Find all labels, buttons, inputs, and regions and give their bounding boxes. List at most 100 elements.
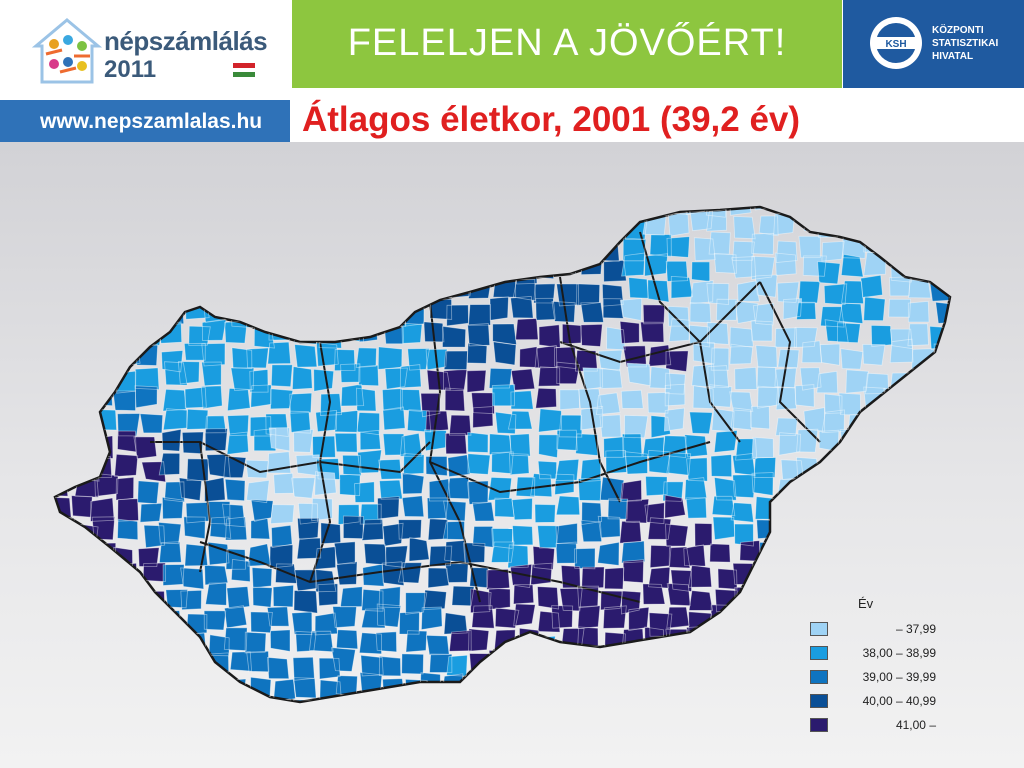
district-region <box>30 673 49 696</box>
district-region <box>837 322 861 343</box>
district-region <box>464 675 487 696</box>
district-region <box>205 696 227 702</box>
district-region <box>644 648 666 671</box>
district-region <box>55 251 56 276</box>
district-region <box>340 586 363 607</box>
district-region <box>444 351 468 370</box>
district-region <box>909 389 930 413</box>
district-region <box>951 453 970 474</box>
district-region <box>729 344 753 365</box>
district-region <box>620 480 642 502</box>
district-region <box>553 238 573 260</box>
district-region <box>271 525 293 548</box>
district-region <box>734 524 754 546</box>
legend-swatch <box>810 694 828 708</box>
legend-row: – 37,99 <box>808 620 958 640</box>
district-region <box>202 319 227 341</box>
district-region <box>267 606 289 627</box>
district-region <box>953 548 973 569</box>
district-region <box>739 540 761 562</box>
district-region <box>425 695 448 702</box>
district-region <box>689 325 710 347</box>
district-region <box>864 207 886 217</box>
district-region <box>759 215 779 236</box>
slogan-text: FELELJEN A JÖVŐÉRT! <box>347 22 787 64</box>
district-region <box>536 651 557 673</box>
district-region <box>796 302 816 320</box>
district-region <box>201 343 225 366</box>
district-region <box>32 524 52 546</box>
district-region <box>489 368 512 389</box>
district-region <box>271 364 293 387</box>
district-region <box>491 695 513 702</box>
census-logo[interactable]: népszámlálás 2011 <box>0 0 290 100</box>
district-region <box>510 390 534 410</box>
district-region <box>621 253 645 277</box>
district-region <box>162 497 184 519</box>
district-region <box>779 432 801 456</box>
district-region <box>424 429 447 451</box>
district-region <box>908 567 928 589</box>
district-region <box>376 631 397 652</box>
district-region <box>951 473 970 495</box>
district-region <box>24 614 47 634</box>
district-region <box>315 296 338 320</box>
district-region <box>294 590 318 614</box>
legend-row: 39,00 – 39,99 <box>808 668 958 688</box>
district-region <box>24 207 47 230</box>
district-region <box>161 236 182 256</box>
district-region <box>320 393 342 416</box>
district-region <box>135 385 158 408</box>
district-region <box>755 274 778 298</box>
district-region <box>871 437 890 459</box>
district-region <box>597 542 620 566</box>
district-region <box>117 498 139 522</box>
district-region <box>402 495 424 517</box>
ksh-emblem-icon: KSH <box>870 17 922 69</box>
district-region <box>665 524 688 547</box>
district-region <box>893 566 914 591</box>
district-region <box>577 626 599 647</box>
district-region <box>315 231 337 252</box>
district-region <box>441 673 463 696</box>
district-region <box>951 193 973 214</box>
district-region <box>225 517 247 540</box>
district-region <box>732 453 755 476</box>
district-region <box>28 695 48 718</box>
district-region <box>491 451 514 474</box>
district-region <box>574 548 596 569</box>
district-region <box>354 481 375 503</box>
district-region <box>909 237 932 258</box>
district-region <box>729 327 754 347</box>
district-region <box>249 253 273 274</box>
district-region <box>793 545 816 567</box>
district-region <box>819 430 839 452</box>
district-region <box>291 612 312 635</box>
district-region <box>864 476 889 497</box>
district-region <box>55 262 68 284</box>
district-region <box>201 385 223 409</box>
legend-label: – 37,99 <box>895 622 936 636</box>
website-link[interactable]: www.nepszamlalas.hu <box>40 110 263 133</box>
district-region <box>862 344 885 366</box>
district-region <box>246 460 269 478</box>
district-region <box>139 322 163 346</box>
district-region <box>399 258 421 281</box>
district-region <box>55 497 72 518</box>
district-region <box>246 651 269 672</box>
district-region <box>55 235 69 258</box>
district-region <box>562 324 582 344</box>
district-region <box>271 274 294 297</box>
district-region <box>688 565 712 588</box>
district-region <box>203 207 224 217</box>
district-region <box>732 608 755 629</box>
district-region <box>628 277 649 299</box>
district-region <box>933 521 950 545</box>
district-region <box>356 388 376 411</box>
district-region <box>802 207 823 212</box>
district-region <box>334 410 358 433</box>
district-region <box>296 263 316 284</box>
district-region <box>511 369 535 391</box>
district-region <box>359 208 382 231</box>
slogan-banner <box>292 0 842 88</box>
